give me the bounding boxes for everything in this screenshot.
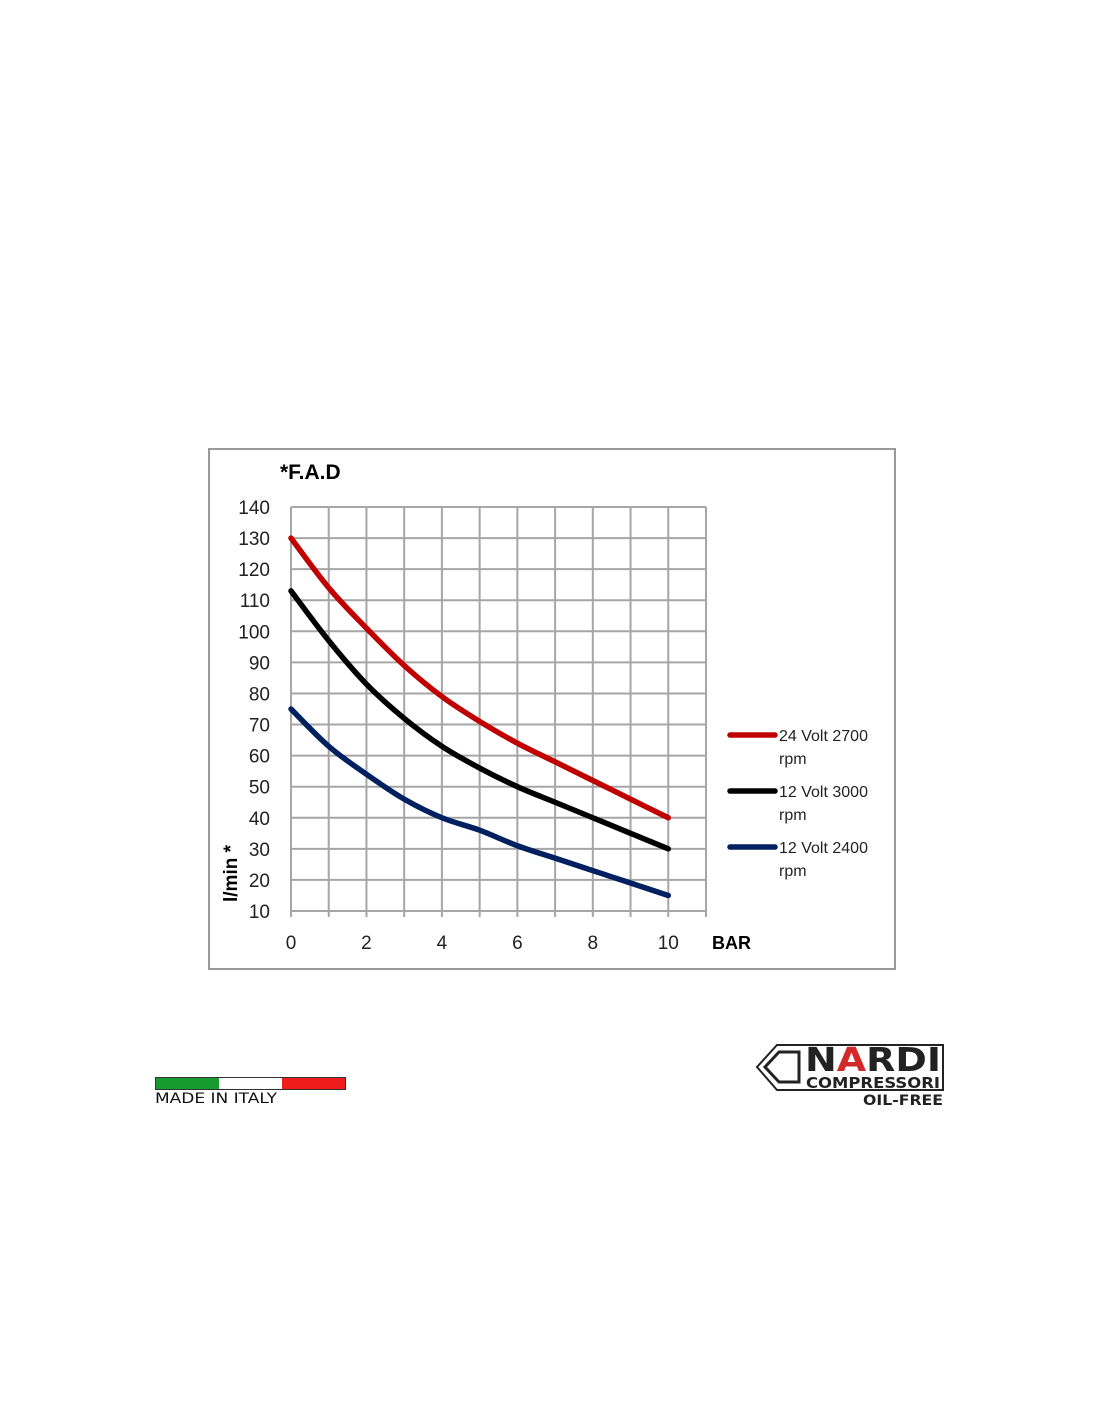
y-tick-labels: 10 20 30 40 50 60 70 80 90 100 110 120 130 140 xyxy=(238,498,270,923)
svg-text:OIL-FREE: OIL-FREE xyxy=(863,1093,943,1109)
italy-flag xyxy=(155,1077,346,1090)
grid xyxy=(290,506,707,917)
legend-label: 12 Volt 3000 xyxy=(779,784,868,801)
y-tick-label: 60 xyxy=(249,747,270,768)
x-tick-label: 8 xyxy=(588,933,599,954)
y-tick-label: 70 xyxy=(249,716,270,737)
x-tick-label: 0 xyxy=(286,933,297,954)
nardi-emblem-icon xyxy=(762,1050,801,1084)
x-axis-label: BAR xyxy=(712,933,751,953)
fad-chart: *F.A.D 102030405060708090100110120130140… xyxy=(208,448,896,970)
legend-label: 24 Volt 2700 xyxy=(779,728,868,745)
made-in-italy-text: MADE IN ITALY xyxy=(155,1090,277,1107)
y-tick-label: 100 xyxy=(238,622,270,643)
svg-text:COMPRESSORI: COMPRESSORI xyxy=(806,1074,940,1092)
flag-red xyxy=(282,1078,345,1089)
y-tick-label: 140 xyxy=(238,498,270,519)
nardi-logo: N A RDI COMPRESSORI OIL-FREE xyxy=(755,1040,944,1109)
legend-label: 12 Volt 2400 xyxy=(779,840,868,857)
legend-label: rpm xyxy=(779,751,807,768)
x-tick-label: 10 xyxy=(658,933,679,954)
y-tick-label: 120 xyxy=(238,560,270,581)
y-tick-label: 90 xyxy=(249,653,270,674)
chart-title: *F.A.D xyxy=(280,461,341,484)
x-tick-label: 6 xyxy=(512,933,523,954)
chart-frame xyxy=(208,448,896,970)
y-tick-label: 50 xyxy=(249,778,270,799)
x-tick-label: 4 xyxy=(437,933,448,954)
y-tick-label: 80 xyxy=(249,684,270,705)
flag-green xyxy=(156,1078,219,1089)
series-line xyxy=(288,588,672,852)
series-line xyxy=(288,535,672,821)
legend: 24 Volt 2700 rpm 12 Volt 3000 rpm 12 Volt 24… xyxy=(727,728,868,880)
legend-label: rpm xyxy=(779,863,807,880)
series-line xyxy=(288,706,672,899)
y-tick-label: 40 xyxy=(249,809,270,830)
flag-white xyxy=(219,1078,282,1089)
y-tick-label: 30 xyxy=(249,840,270,861)
legend-label: rpm xyxy=(779,807,807,824)
x-tick-label: 2 xyxy=(361,933,372,954)
y-tick-label: 10 xyxy=(249,902,270,923)
y-axis-label: l/min * xyxy=(221,844,242,902)
y-tick-label: 130 xyxy=(238,529,270,550)
series-lines xyxy=(288,535,672,899)
y-tick-label: 110 xyxy=(240,591,270,612)
y-tick-label: 20 xyxy=(249,871,270,892)
x-tick-labels: 0 2 4 6 8 10 xyxy=(286,933,679,954)
